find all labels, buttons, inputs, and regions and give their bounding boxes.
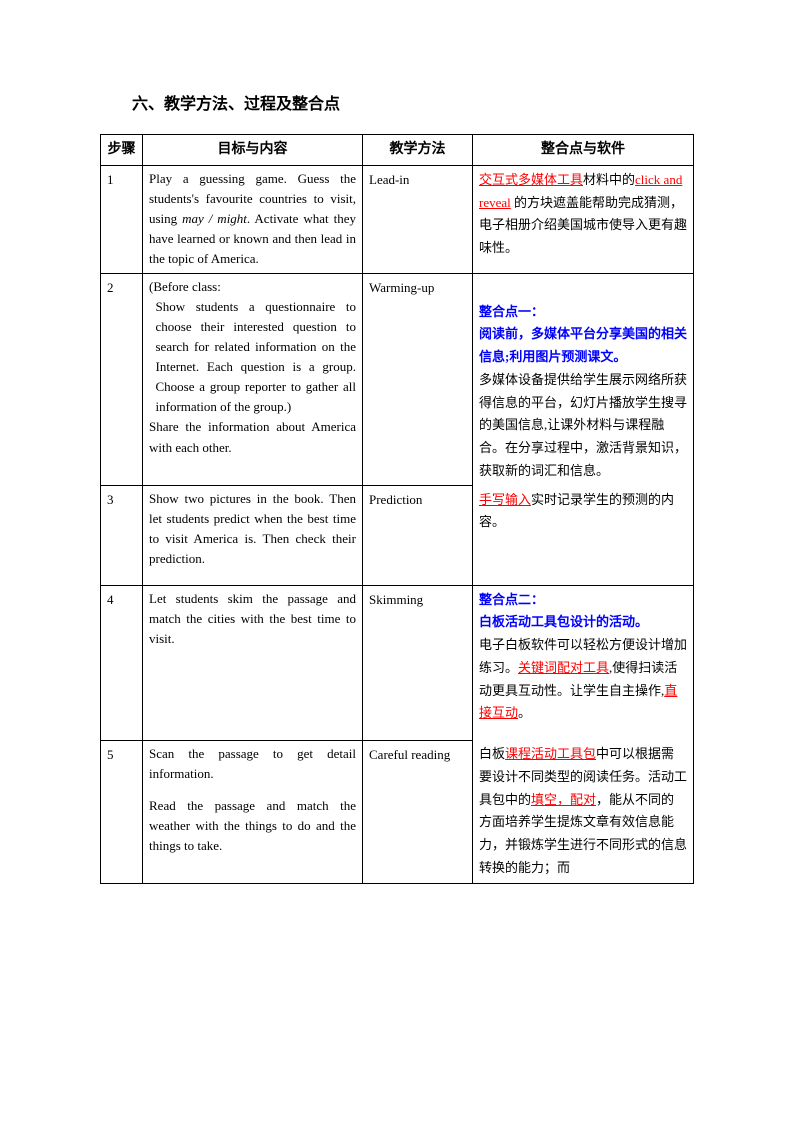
step-number: 4: [101, 585, 143, 740]
step-number: 1: [101, 165, 143, 273]
goal-cell: Scan the passage to get detail informati…: [143, 740, 363, 883]
goal-line: Share the information about America with…: [149, 417, 356, 457]
integration-cell: 交互式多媒体工具材料中的click and reveal 的方块遮盖能帮助完成猜…: [473, 165, 694, 273]
integration-cell: 手写输入实时记录学生的预测的内容。: [473, 486, 694, 586]
blue-text: 阅读前，多媒体平台分享美国的相关信息;利用图片预测课文。: [479, 323, 687, 369]
integration-cell: 整合点一： 阅读前，多媒体平台分享美国的相关信息;利用图片预测课文。 多媒体设备…: [473, 273, 694, 486]
goal-line: Scan the passage to get detail informati…: [149, 744, 356, 784]
method-cell: Careful reading: [363, 740, 473, 883]
blue-heading: 整合点二：: [479, 589, 687, 612]
integration-text-part: 的方块遮盖能帮助完成猜测，电子相册介绍美国城市使导入更有趣味性。: [479, 195, 687, 256]
goal-cell: Show two pictures in the book. Then let …: [143, 486, 363, 586]
header-goal: 目标与内容: [143, 135, 363, 166]
step-number: 3: [101, 486, 143, 586]
header-method: 教学方法: [363, 135, 473, 166]
integration-cell: 整合点二： 白板活动工具包设计的活动。 电子白板软件可以轻松方便设计增加练习。关…: [473, 585, 694, 740]
table-row: 4 Let students skim the passage and matc…: [101, 585, 694, 740]
integration-text-part: 白板: [479, 746, 505, 761]
goal-text: Let students skim the passage and match …: [149, 589, 356, 649]
goal-cell: Let students skim the passage and match …: [143, 585, 363, 740]
header-integration: 整合点与软件: [473, 135, 694, 166]
blue-heading: 整合点一：: [479, 301, 687, 324]
goal-text: Show two pictures in the book. Then let …: [149, 489, 356, 570]
step-number: 2: [101, 273, 143, 486]
method-cell: Skimming: [363, 585, 473, 740]
goal-line: (Before class:: [149, 277, 356, 297]
red-term: 填空，配对: [531, 792, 596, 807]
goal-cell: (Before class: Show students a questionn…: [143, 273, 363, 486]
goal-cell: Play a guessing game. Guess the students…: [143, 165, 363, 273]
integration-body: 多媒体设备提供给学生展示网络所获得信息的平台，幻灯片播放学生搜寻的美国信息,让课…: [479, 369, 687, 483]
blue-text: 白板活动工具包设计的活动。: [479, 611, 687, 634]
header-step: 步骤: [101, 135, 143, 166]
table-row: 5 Scan the passage to get detail informa…: [101, 740, 694, 883]
table-row: 1 Play a guessing game. Guess the studen…: [101, 165, 694, 273]
method-cell: Warming-up: [363, 273, 473, 486]
method-cell: Prediction: [363, 486, 473, 586]
integration-cell: 白板课程活动工具包中可以根据需要设计不同类型的阅读任务。活动工具包中的填空，配对…: [473, 740, 694, 883]
method-cell: Lead-in: [363, 165, 473, 273]
section-title: 六、教学方法、过程及整合点: [100, 90, 694, 114]
table-row: 2 (Before class: Show students a questio…: [101, 273, 694, 486]
goal-line: Show students a questionnaire to choose …: [149, 297, 356, 418]
integration-text-part: 材料中的: [583, 172, 635, 187]
teaching-table: 步骤 目标与内容 教学方法 整合点与软件 1 Play a guessing g…: [100, 134, 694, 884]
table-row: 3 Show two pictures in the book. Then le…: [101, 486, 694, 586]
red-term: 交互式多媒体工具: [479, 172, 583, 187]
red-term: 关键词配对工具: [518, 660, 609, 675]
integration-text-part: 。: [518, 705, 531, 720]
table-header-row: 步骤 目标与内容 教学方法 整合点与软件: [101, 135, 694, 166]
red-term: 手写输入: [479, 492, 531, 507]
goal-text-italic: may / might: [182, 211, 247, 226]
step-number: 5: [101, 740, 143, 883]
red-term: 课程活动工具包: [505, 746, 596, 761]
goal-line: Read the passage and match the weather w…: [149, 796, 356, 856]
